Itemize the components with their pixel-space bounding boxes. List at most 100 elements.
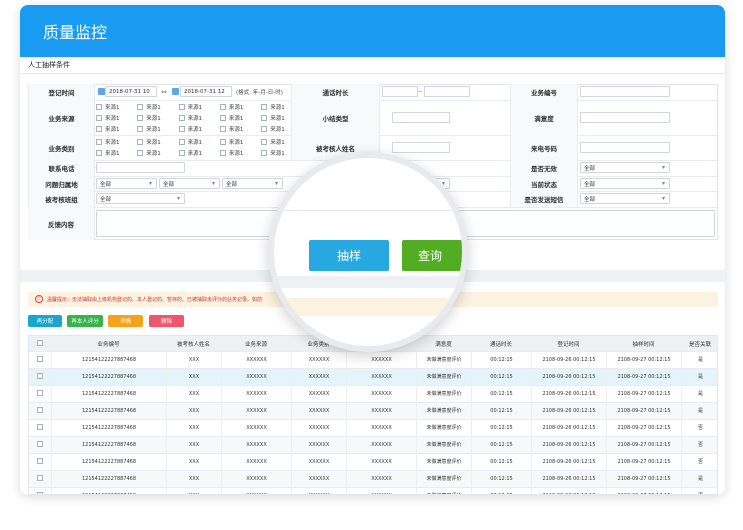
checkbox[interactable]: [261, 139, 268, 145]
select[interactable]: 全部 ▾: [222, 178, 283, 189]
checkbox[interactable]: [37, 340, 43, 346]
checkbox-label: 来源1: [270, 105, 285, 111]
select[interactable]: 全部 ▾: [159, 178, 220, 189]
checkbox[interactable]: [261, 150, 268, 156]
date-input[interactable]: 2018-07-31 10: [105, 86, 157, 97]
checkbox[interactable]: [137, 104, 144, 110]
checkbox[interactable]: [37, 441, 43, 447]
checkbox[interactable]: [37, 475, 43, 481]
page-title: 质量监控: [43, 23, 108, 42]
text-input[interactable]: [424, 86, 470, 97]
text-input[interactable]: [580, 142, 670, 153]
checkbox-label: 来源1: [228, 116, 244, 122]
table-cell: XXXXXX: [291, 351, 346, 368]
checkbox[interactable]: [261, 126, 268, 132]
table-cell: XXXXXX: [346, 419, 416, 436]
checkbox[interactable]: [37, 390, 43, 396]
checkbox[interactable]: [37, 407, 43, 413]
table-cell: 2108-09-27 00:12:15: [606, 487, 681, 494]
checkbox-label: 来源1: [187, 105, 203, 111]
section-title: 人工抽样条件: [28, 61, 70, 69]
select[interactable]: 全部 ▾: [580, 178, 670, 189]
select[interactable]: 全部 ▾: [96, 193, 185, 204]
checkbox-label: 来源1: [146, 116, 161, 122]
toolbar-button[interactable]: 再本人评分: [67, 315, 103, 327]
checkbox[interactable]: [37, 492, 43, 494]
table-cell: 12154122227887468: [51, 351, 166, 368]
checkbox[interactable]: [137, 150, 144, 156]
table-cell: 未做满意度评价: [416, 419, 471, 436]
checkbox[interactable]: [96, 150, 102, 156]
checkbox[interactable]: [137, 126, 144, 132]
text-input[interactable]: [580, 112, 670, 123]
table-cell: 00:12:15: [471, 368, 531, 385]
table-cell: 未做满意度评价: [416, 487, 471, 494]
table-cell: XXX: [166, 419, 221, 436]
table-cell: 未做满意度评价: [416, 351, 471, 368]
table-cell: 2108-09-27 00:12:15: [606, 402, 681, 419]
table-cell: 00:12:15: [471, 436, 531, 453]
checkbox[interactable]: [219, 150, 226, 156]
column-header: 抽样时间: [632, 341, 655, 348]
field-label: 登记时间: [28, 84, 95, 100]
checkbox[interactable]: [137, 139, 144, 145]
checkbox[interactable]: [96, 115, 102, 121]
checkbox[interactable]: [37, 458, 43, 464]
checkbox[interactable]: [178, 115, 185, 121]
checkbox[interactable]: [37, 356, 43, 362]
select[interactable]: 全部 ▾: [580, 193, 670, 204]
table-cell: 否: [681, 436, 717, 453]
table-row: [29, 453, 717, 470]
select[interactable]: 全部 ▾: [96, 178, 157, 189]
table-cell: 2108-09-27 00:12:15: [606, 470, 681, 487]
checkbox-label: 来源1: [270, 116, 285, 122]
table-cell: 未做满意度评价: [416, 470, 471, 487]
column-header: 被考核人姓名: [176, 341, 210, 348]
toolbar-button[interactable]: 详情: [108, 315, 143, 327]
table-cell: 12154122227887468: [51, 402, 166, 419]
checkbox[interactable]: [219, 139, 226, 145]
checkbox[interactable]: [96, 139, 102, 145]
text-input[interactable]: [580, 86, 670, 97]
table-cell: 未做满意度评价: [416, 436, 471, 453]
magnified-band: [274, 298, 462, 316]
text-input[interactable]: [96, 162, 185, 173]
action-button[interactable]: 抽样: [309, 240, 389, 271]
table-row: [29, 368, 717, 385]
checkbox-label: 来源1: [105, 127, 120, 133]
text-input[interactable]: [392, 112, 450, 123]
date-input[interactable]: 2018-07-31 12: [180, 86, 232, 97]
checkbox[interactable]: [178, 139, 185, 145]
text-input[interactable]: [392, 142, 450, 153]
table-cell: 2108-09-26 00:12:15: [531, 402, 606, 419]
field-label: 联系电话: [28, 160, 95, 176]
checkbox[interactable]: [178, 126, 185, 132]
checkbox-label: 来源1: [187, 151, 203, 157]
table-cell: 2108-09-27 00:12:15: [606, 419, 681, 436]
table-cell: 2108-09-27 00:12:15: [606, 351, 681, 368]
checkbox[interactable]: [137, 115, 144, 121]
table-cell: XXXXXX: [291, 419, 346, 436]
checkbox[interactable]: [37, 424, 43, 430]
checkbox[interactable]: [96, 126, 102, 132]
checkbox[interactable]: [96, 104, 102, 110]
checkbox[interactable]: [178, 104, 185, 110]
checkbox[interactable]: [219, 104, 226, 110]
checkbox[interactable]: [261, 104, 268, 110]
select[interactable]: 全部 ▾: [580, 162, 670, 173]
table-cell: XXX: [166, 402, 221, 419]
action-button[interactable]: 查询: [402, 240, 462, 271]
text-input[interactable]: [382, 86, 418, 97]
table-cell: 未做满意度评价: [416, 385, 471, 402]
checkbox[interactable]: [219, 126, 226, 132]
notice-icon: !: [35, 295, 43, 303]
checkbox[interactable]: [219, 115, 226, 121]
table-cell: 2108-09-26 00:12:15: [531, 453, 606, 470]
toolbar-button[interactable]: 再分配: [28, 315, 62, 327]
select-arrow: ▾: [662, 180, 666, 187]
toolbar-button[interactable]: 删除: [149, 315, 184, 327]
checkbox[interactable]: [37, 373, 43, 379]
checkbox[interactable]: [261, 115, 268, 121]
checkbox[interactable]: [178, 150, 185, 156]
checkbox-label: 来源1: [270, 140, 285, 146]
